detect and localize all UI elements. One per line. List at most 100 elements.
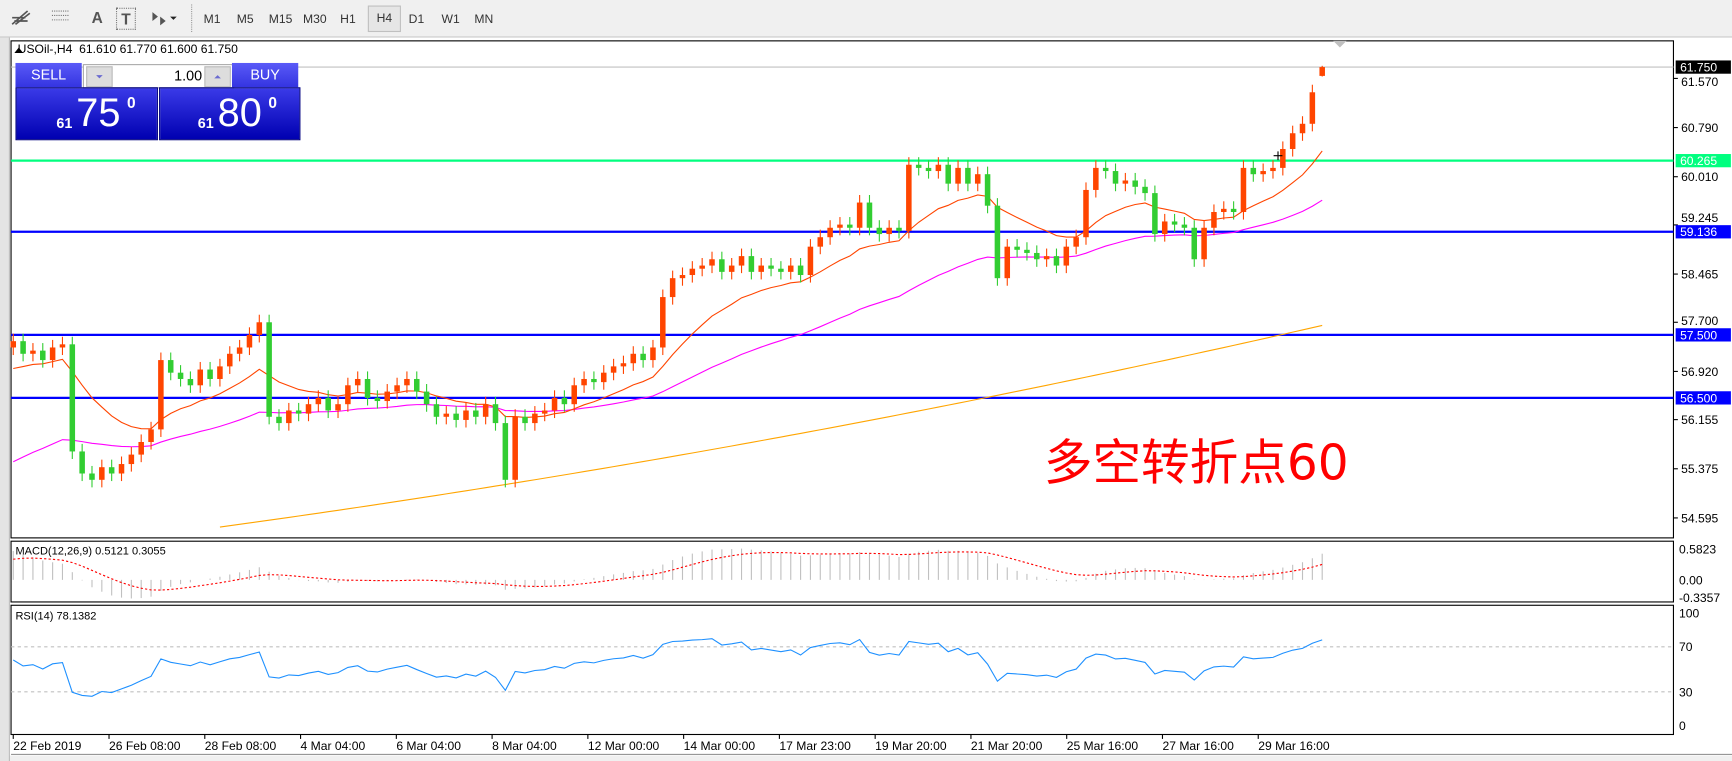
candle [374,390,381,409]
fibonacci-expansion-icon[interactable] [9,8,33,28]
macd-tick-label: 0.00 [1679,573,1703,587]
lot-size-input[interactable]: 1.00 [82,64,235,89]
candle-body [778,268,784,272]
candle-body [49,347,56,361]
candle [286,402,292,431]
candle-body [709,259,715,266]
candle-body [571,385,577,405]
collapse-triangle-icon[interactable] [14,46,24,54]
candle [610,358,617,381]
candle-body [197,369,204,386]
candle-body [945,164,951,184]
candle-body [1161,221,1168,235]
candle-body [167,360,174,373]
buy-button[interactable]: BUY [231,62,299,88]
candle [49,339,56,368]
candle [217,358,223,387]
level-price-tag: 57.500 [1680,328,1717,342]
text-icon[interactable]: A [91,8,103,27]
candle [620,355,627,374]
candle-body [433,404,440,417]
buy-price-fraction: 0 [268,93,278,112]
price-tick-label: 55.375 [1681,462,1718,476]
arrows-dropdown-icon[interactable] [149,8,180,28]
candle [522,409,528,431]
time-tick-label: 8 Mar 04:00 [492,739,557,753]
ma-mid-line [13,199,1323,463]
time-tick-label: 17 Mar 23:00 [779,739,851,753]
candle [128,447,135,472]
lot-value[interactable]: 1.00 [174,67,203,84]
time-tick-label: 19 Mar 20:00 [875,739,947,753]
candle [1230,201,1237,220]
candle-body [207,369,213,379]
candle-body [502,423,509,480]
candle [866,194,873,236]
candle-body [1152,193,1158,235]
candle [79,443,85,482]
candle-body [1211,212,1217,228]
chart-shift-marker-icon [1333,40,1347,48]
sell-button[interactable]: SELL [15,62,82,88]
candle [1260,163,1266,182]
buy-price-big: 61 [197,114,214,132]
candle [1142,179,1148,201]
candle-body [532,413,538,424]
toolbar: A T M1 M5 M15 M30 H1 H4 D1 W1 MN [0,0,1732,38]
timeframe-mn-button[interactable]: MN [474,13,494,27]
candle-body [1102,167,1109,172]
buy-price-box[interactable]: 61 80 0 [159,87,301,141]
timeframe-m30-button[interactable]: M30 [302,13,327,27]
candle [1093,160,1099,198]
candle-body [1034,252,1040,260]
timeframe-m15-button[interactable]: M15 [268,13,293,27]
candle-body [1299,123,1306,134]
time-tick-label: 14 Mar 00:00 [684,739,756,753]
price-tick-label: 56.155 [1681,413,1718,427]
candle [876,220,883,242]
candle-body [1142,186,1148,194]
candle [630,346,637,371]
timeframe-m5-button[interactable]: M5 [236,13,254,27]
timeframe-w1-button[interactable]: W1 [441,13,460,27]
candle-body [876,227,883,235]
candle [1161,213,1168,242]
candle-body [158,360,164,430]
price-tick-label: 60.010 [1681,170,1718,184]
candle-body [492,404,499,424]
timeframe-d1-button[interactable]: D1 [408,13,425,27]
sell-price-big: 61 [56,114,73,132]
candle-body [79,451,85,474]
candle-body [463,410,469,420]
candle [473,402,479,425]
lot-decrease-button[interactable] [86,66,113,88]
candle [384,384,390,409]
candle [138,434,144,463]
price-tick-label: 61.570 [1681,75,1718,89]
arrow-down-icon [96,75,103,79]
text-label-icon[interactable]: T [115,7,136,30]
candle [768,258,774,277]
candle [1043,248,1050,267]
candle [1034,245,1040,267]
sell-price-box[interactable]: 61 75 0 [15,87,158,141]
level-price-tag: 59.136 [1680,225,1717,239]
macd-label: MACD(12,26,9) 0.5121 0.3055 [15,545,165,557]
candle-body [354,378,361,386]
macd-panel [10,540,1675,603]
rsi-tick-label: 0 [1679,719,1686,733]
timeframe-h1-button[interactable]: H1 [340,13,356,27]
fibonacci-fan-icon[interactable] [50,8,74,28]
timeframe-m1-button[interactable]: M1 [203,13,221,27]
candle-body [925,167,932,172]
lot-increase-button[interactable] [204,66,231,88]
candle-body [1043,256,1050,260]
timeframe-h4-button[interactable]: H4 [367,5,401,33]
candle [571,377,577,412]
level-price-tag: 56.500 [1680,391,1717,405]
chart-window[interactable] [9,37,1732,756]
candle-body [984,174,991,206]
time-tick-label: 27 Mar 16:00 [1162,739,1234,753]
arrow-up-icon [214,75,221,79]
buy-price-pips: 80 [217,89,262,135]
